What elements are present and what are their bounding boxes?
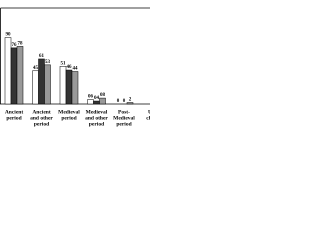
x-tick-label: Ancient xyxy=(32,109,51,115)
value-label: 0 xyxy=(117,99,120,104)
x-tick-label: and other xyxy=(85,115,108,121)
value-label: 04 xyxy=(94,96,100,101)
page: {"chart_data": {"type": "bar", "categori… xyxy=(0,7,150,128)
value-label: 2 xyxy=(129,98,132,103)
value-label: 53 xyxy=(45,60,51,65)
bar xyxy=(38,58,45,105)
bar xyxy=(71,71,79,105)
value-label: 78 xyxy=(18,42,24,47)
x-tick-label: and other xyxy=(30,115,53,121)
x-tick-label: Medieval xyxy=(113,115,135,121)
bar xyxy=(99,97,106,105)
x-tick-label: period xyxy=(6,115,21,121)
bar xyxy=(65,69,73,105)
value-label: 06 xyxy=(88,95,94,100)
x-tick-label: period xyxy=(61,115,76,121)
value-label: 61 xyxy=(39,54,45,59)
value-label: 90 xyxy=(6,33,12,38)
x-tick-label: Medieval xyxy=(58,109,80,115)
x-tick-label: period xyxy=(89,121,104,127)
x-tick-label: chro xyxy=(146,115,150,121)
x-tick-label: Un xyxy=(148,109,150,115)
value-label: 44 xyxy=(73,67,79,72)
bar xyxy=(87,99,94,105)
value-label: 51 xyxy=(61,61,67,66)
value-label: 45 xyxy=(33,66,39,71)
x-tick-label: Medieval xyxy=(86,109,108,115)
bar xyxy=(93,100,100,105)
bar xyxy=(59,66,67,105)
x-tick-label: period xyxy=(116,121,131,127)
bar xyxy=(32,70,39,105)
bar xyxy=(10,47,18,105)
x-tick-label: Ancient xyxy=(5,109,24,115)
bar xyxy=(16,46,24,105)
bar xyxy=(44,64,51,105)
bar xyxy=(126,102,134,105)
x-tick-label: Post- xyxy=(118,109,130,115)
bar xyxy=(4,37,12,105)
value-label: 08 xyxy=(100,93,106,98)
value-label: 76 xyxy=(12,43,18,48)
value-label: 0 xyxy=(123,99,126,104)
value-label: 46 xyxy=(67,65,73,70)
x-tick-label: period xyxy=(34,121,49,127)
